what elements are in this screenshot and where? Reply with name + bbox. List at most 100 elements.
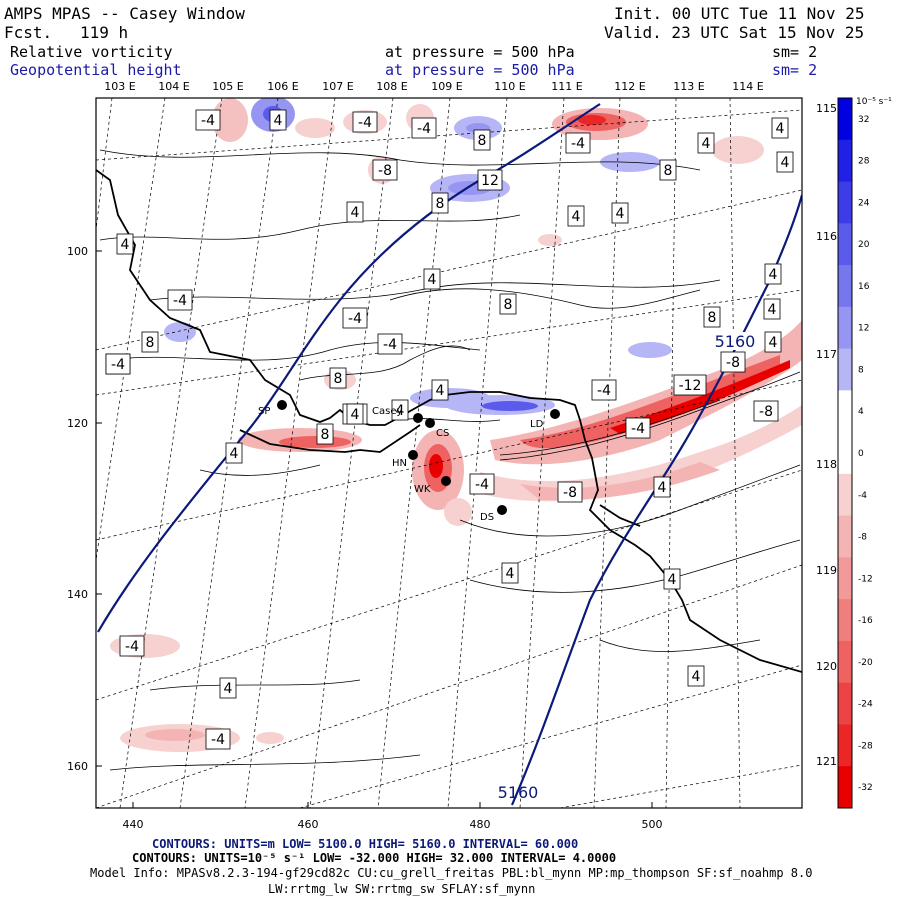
field1-smoothing: sm= 2 [772, 43, 818, 61]
vort-label-box [346, 201, 364, 223]
forecast-value: 119 h [80, 23, 129, 42]
lat-lon-grid [96, 98, 802, 808]
station-label: SP [258, 406, 270, 417]
vort-label-box [269, 109, 287, 131]
vort-label-box [764, 263, 782, 285]
vort-label-box [764, 331, 782, 353]
vort-label: -4 [475, 477, 489, 493]
station-label: DS [480, 512, 494, 523]
colorbar-segment [838, 139, 852, 183]
vort-label-box [346, 403, 364, 425]
vort-label-box [316, 423, 334, 445]
vort-label: -4 [125, 639, 139, 655]
vort-label: 4 [781, 155, 790, 171]
colorbar-label: -8 [858, 533, 867, 543]
lon-label: 106 E [267, 80, 298, 93]
vort-label: -4 [348, 311, 362, 327]
vort-label-box [469, 473, 495, 495]
y-tick-label: 140 [67, 588, 88, 601]
vort-label: -8 [378, 163, 392, 179]
stations: SP Casey CS LD HN WK DS [258, 400, 560, 523]
field1-pressure: at pressure = 500 hPa [385, 43, 575, 61]
vort-label-box [105, 353, 131, 375]
vort-label: -4 [571, 136, 585, 152]
vort-label: 4 [769, 335, 778, 351]
lon-label: 105 E [212, 80, 243, 93]
colorbar-segment [838, 766, 852, 809]
vort-label-box [663, 568, 681, 590]
colorbar-label: -4 [858, 491, 867, 501]
lon-label: 104 E [158, 80, 189, 93]
colorbar-segment [838, 181, 852, 224]
field1-name: Relative vorticity [10, 43, 173, 61]
vort-label: -8 [759, 404, 773, 420]
vort-label-box [653, 476, 671, 498]
vort-label-box [659, 159, 677, 181]
x-tick-label: 460 [298, 818, 319, 831]
lon-label: 108 E [376, 80, 407, 93]
vort-label-box [557, 481, 583, 503]
vort-label-box [501, 562, 519, 584]
colorbar-label: 28 [858, 157, 870, 167]
y-tick-label: 100 [67, 245, 88, 258]
vort-label-box [377, 333, 403, 355]
vort-label: -4 [417, 121, 431, 137]
vort-label-box [720, 351, 746, 373]
colorbar-label: 0 [858, 449, 864, 459]
vort-label-box [477, 169, 503, 191]
lon-label: 109 E [431, 80, 462, 93]
vort-label-box [195, 109, 221, 131]
colorbar-label: 24 [858, 198, 870, 208]
vort-label: -4 [173, 293, 187, 309]
colorbar-label: -24 [858, 700, 873, 710]
vort-label: 4 [658, 480, 667, 496]
colorbar-label: 8 [858, 365, 864, 375]
colorbar-label: -20 [858, 658, 873, 668]
vort-label: 8 [146, 335, 155, 351]
colorbar-frame [837, 97, 853, 809]
colorbar-segment [838, 724, 852, 767]
y-tick-label: 160 [67, 760, 88, 773]
vort-label: -4 [383, 337, 397, 353]
vort-label-box [167, 289, 193, 311]
vort-label-box [372, 159, 398, 181]
vort-label-box [697, 132, 715, 154]
vort-label: 4 [702, 136, 711, 152]
valid-time: Valid. 23 UTC Sat 15 Nov 25 [604, 23, 865, 42]
colorbar-label: -28 [858, 741, 873, 751]
vort-label: -8 [726, 355, 740, 371]
vort-label-box [753, 400, 779, 422]
forecast-label: Fcst. [4, 23, 53, 42]
colorbar-segment [838, 682, 852, 725]
colorbar-label: 12 [858, 324, 869, 334]
colorbar-segment [838, 390, 852, 433]
vort-label: 4 [224, 681, 233, 697]
plot-frame [95, 97, 803, 809]
station-label: HN [392, 458, 407, 469]
vort-label-box [342, 307, 368, 329]
vort-label: -4 [358, 115, 372, 131]
colorbar-units: 10⁻⁵ s⁻¹ [856, 97, 892, 107]
lon-label: 113 E [673, 80, 704, 93]
model-title: AMPS MPAS -- Casey Window [4, 4, 245, 23]
lon-label: 103 E [104, 80, 135, 93]
vort-label: 8 [708, 310, 717, 326]
x-tick-label: 440 [123, 818, 144, 831]
vort-label: 4 [768, 302, 777, 318]
vort-label-box [763, 298, 781, 320]
vort-label-box [611, 202, 629, 224]
vort-label: 8 [664, 163, 673, 179]
colorbar-label: 4 [858, 407, 864, 417]
lon-label: 114 E [732, 80, 763, 93]
vort-label: 8 [478, 133, 487, 149]
lon-labels-top: 103 E 104 E 105 E 106 E 107 E 108 E 109 … [104, 80, 763, 93]
field2-smoothing: sm= 2 [772, 61, 818, 79]
colorbar-label: 20 [858, 240, 870, 250]
vort-label-box [391, 399, 409, 421]
colorbar-label: 16 [858, 282, 870, 292]
vort-label: -4 [597, 383, 611, 399]
vort-label: 8 [436, 196, 445, 212]
vort-label: -4 [211, 732, 225, 748]
colorbar-label: -16 [858, 616, 873, 626]
